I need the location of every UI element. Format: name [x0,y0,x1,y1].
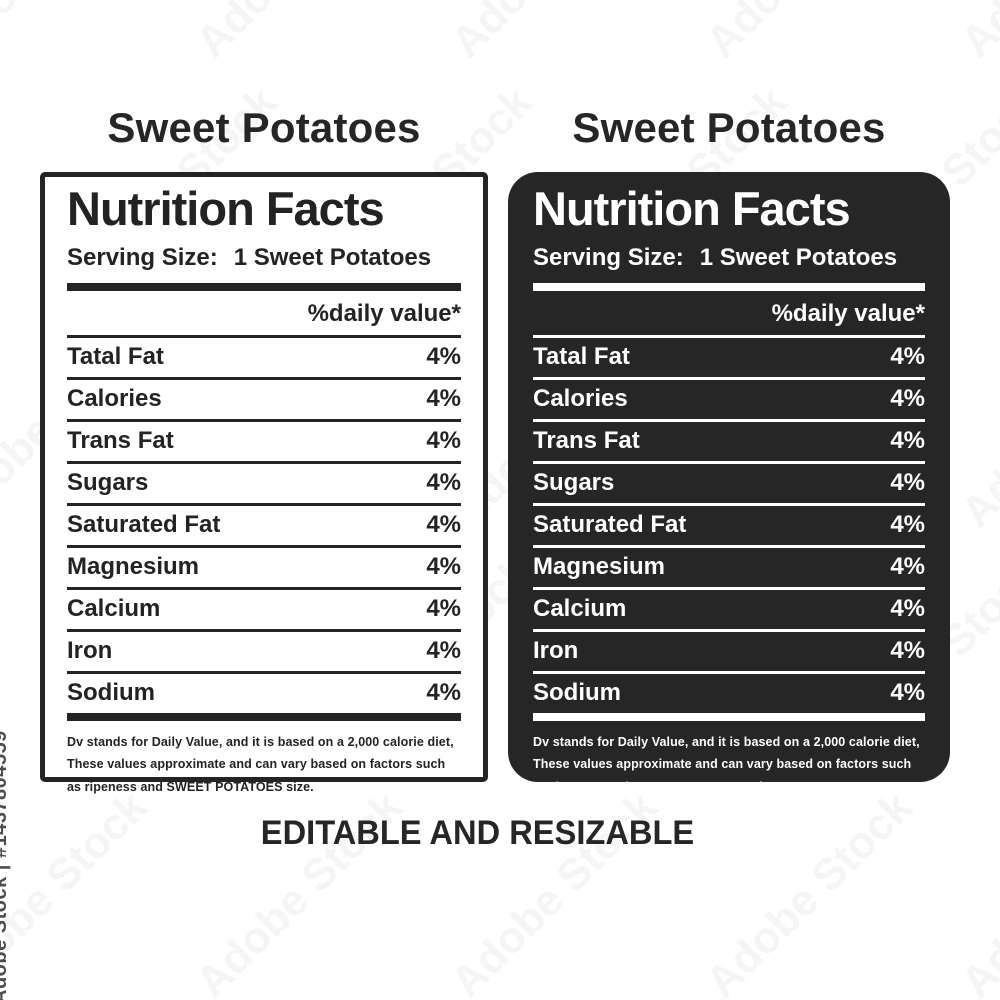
nutrient-name: Iron [67,637,113,665]
nutrient-value: 4% [890,553,925,581]
label-title-light: Sweet Potatoes [107,104,421,151]
nutrient-name: Tatal Fat [533,343,630,371]
disclaimer-text: Dv stands for Daily Value, and it is bas… [67,734,454,794]
nutrition-label-dark: Nutrition Facts Serving Size: 1 Sweet Po… [508,172,950,794]
nutrient-name: Tatal Fat [67,343,164,371]
nutrient-rows: Tatal Fat 4% Calories 4% Trans Fat 4% Sugars 4%… [67,334,461,713]
nutrient-name: Trans Fat [533,427,640,455]
nutrient-name: Magnesium [67,553,200,581]
nutrient-name: Saturated Fat [533,511,687,539]
nutrient-row: Magnesium 4% [533,548,925,590]
nutrient-row: Saturated Fat 4% [67,506,461,548]
serving-size-value: 1 Sweet Potatoes [699,243,898,271]
serving-size-line: Serving Size: 1 Sweet Potatoes [67,244,461,272]
thick-separator-bar [533,712,925,721]
nutrient-value: 4% [890,469,925,497]
watermark-tile: Adobe Stock [697,0,923,68]
nutrient-row: Calories 4% [533,380,925,422]
nutrient-value: 4% [890,385,925,413]
nutrition-label-light: Nutrition Facts Serving Size: 1 Sweet Po… [40,172,488,794]
nutrient-row: Saturated Fat 4% [533,506,925,548]
nutrient-name: Magnesium [533,553,666,581]
daily-value-header: %daily value* [771,299,925,327]
thick-separator-bar [533,282,925,291]
label-title-dark: Sweet Potatoes [572,104,886,151]
nutrient-value: 4% [890,595,925,623]
serving-size-value: 1 Sweet Potatoes [233,243,432,271]
nutrient-row: Sugars 4% [67,464,461,506]
daily-value-header: %daily value* [307,299,461,327]
nutrient-row: Trans Fat 4% [533,422,925,464]
watermark-tile: Adobe Stock [951,312,1000,538]
nutrient-value: 4% [426,553,461,581]
nutrient-value: 4% [890,679,925,707]
watermark-tile: Adobe Stock [0,0,157,68]
nutrient-name: Sodium [67,679,155,707]
watermark-tile: Adobe Stock [952,0,1000,68]
nutrient-name: Saturated Fat [67,511,221,539]
nutrient-row: Iron 4% [533,632,925,674]
nutrient-row: Sodium 4% [533,674,925,713]
nutrient-value: 4% [890,343,925,371]
nutrient-name: Calcium [533,595,627,623]
nutrient-row: Iron 4% [67,632,461,674]
nutrient-name: Trans Fat [67,427,174,455]
nutrient-value: 4% [890,511,925,539]
nutrient-value: 4% [426,511,461,539]
nutrient-name: Calories [533,385,628,413]
nutrition-facts-heading: Nutrition Facts [67,182,385,235]
nutrient-row: Tatal Fat 4% [67,338,461,380]
nutrient-rows: Tatal Fat 4% Calories 4% Trans Fat 4% Sugars 4%… [533,334,925,713]
nutrient-value: 4% [426,385,461,413]
nutrient-name: Iron [533,637,579,665]
nutrient-row: Calcium 4% [67,590,461,632]
nutrient-name: Sugars [67,469,149,497]
nutrient-row: Calories 4% [67,380,461,422]
watermark-tile: Adobe Stock [187,0,413,68]
nutrient-name: Calcium [67,595,161,623]
nutrient-name: Calories [67,385,162,413]
nutrient-row: Calcium 4% [533,590,925,632]
nutrition-facts-heading: Nutrition Facts [533,182,851,235]
nutrient-row: Tatal Fat 4% [533,338,925,380]
serving-size-line: Serving Size: 1 Sweet Potatoes [533,244,925,272]
editable-resizable-banner: EDITABLE AND RESIZABLE [260,814,695,852]
watermark-tile: Adobe Stock [442,0,668,68]
nutrient-name: Sugars [533,469,615,497]
serving-size-label: Serving Size: [533,243,684,271]
nutrient-row: Sugars 4% [533,464,925,506]
nutrient-value: 4% [426,469,461,497]
thick-separator-bar [67,282,461,291]
nutrient-name: Sodium [533,679,621,707]
watermark-tile: Adobe Stock [951,782,1000,1000]
thick-separator-bar [67,712,461,721]
nutrient-value: 4% [890,427,925,455]
disclaimer-text: Dv stands for Daily Value, and it is bas… [533,734,920,794]
serving-size-label: Serving Size: [67,243,218,271]
nutrient-row: Trans Fat 4% [67,422,461,464]
stock-attribution: Adobe Stock | #1437804559 [0,730,11,1000]
nutrient-value: 4% [426,595,461,623]
nutrient-value: 4% [890,637,925,665]
nutrient-value: 4% [426,637,461,665]
nutrient-value: 4% [426,427,461,455]
nutrient-row: Magnesium 4% [67,548,461,590]
nutrient-row: Sodium 4% [67,674,461,713]
nutrient-value: 4% [426,679,461,707]
nutrient-value: 4% [426,343,461,371]
